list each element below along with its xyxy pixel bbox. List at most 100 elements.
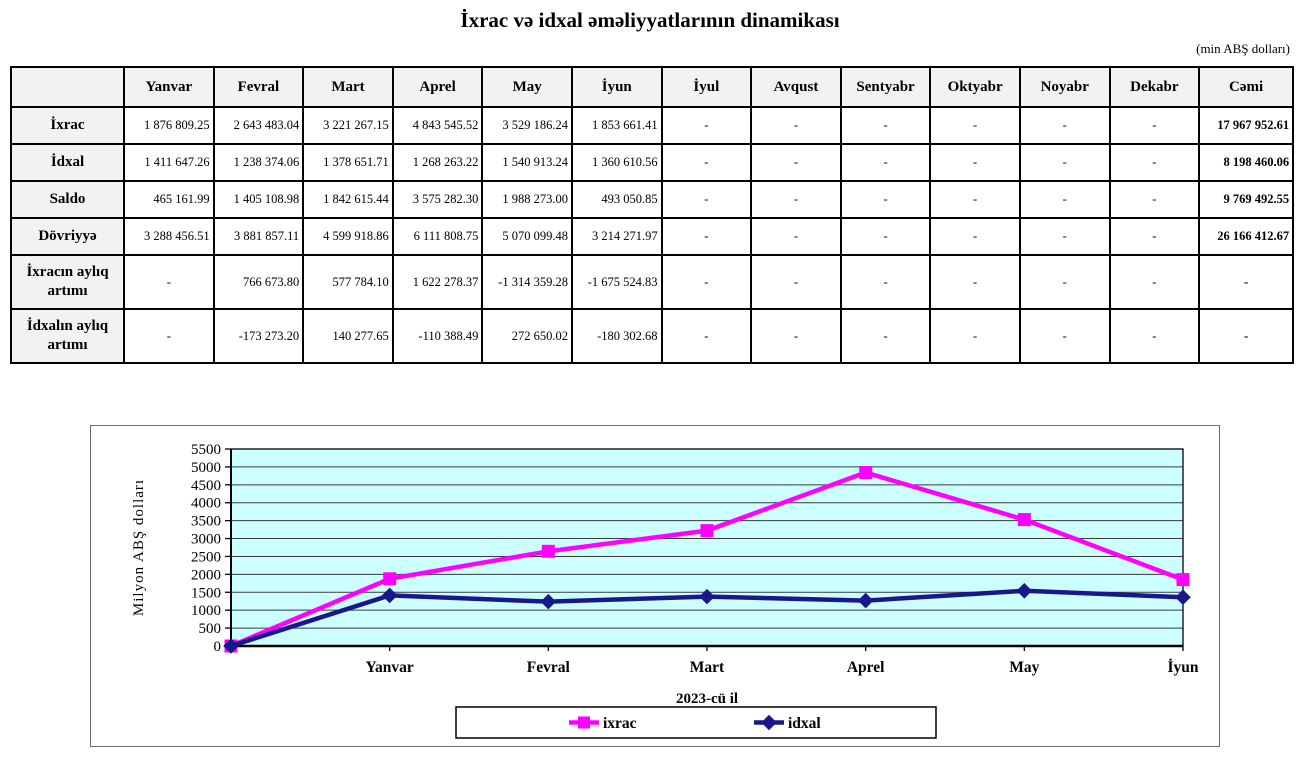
column-header: Avqust — [750, 66, 842, 108]
table-cell: -110 388.49 — [391, 308, 484, 364]
x-tick-label: İyun — [1167, 659, 1198, 676]
table-cell: 1 988 273.00 — [481, 180, 573, 219]
series-marker — [541, 544, 555, 558]
table-cell: - — [1018, 106, 1111, 145]
table-cell: 2 643 483.04 — [212, 106, 305, 145]
table-row: Dövriyyə 3 288 456.51 3 881 857.11 4 599 91… — [10, 217, 1295, 256]
table-cell: - — [123, 254, 215, 310]
row-label: İxracın aylıq artımı — [10, 254, 125, 310]
y-tick-label: 5500 — [191, 442, 221, 458]
table-cell: - — [660, 143, 753, 182]
y-tick-label: 5000 — [191, 460, 221, 476]
table-cell: 3 214 271.97 — [570, 217, 663, 256]
x-tick-label: Fevral — [527, 659, 571, 676]
table-cell: - — [839, 308, 932, 364]
y-tick-label: 4500 — [191, 478, 221, 494]
table-cell: 5 070 099.48 — [481, 217, 573, 256]
table-cell: 1 622 278.37 — [391, 254, 484, 310]
table-cell: - — [929, 217, 1021, 256]
table-row: Saldo 465 161.99 1 405 108.98 1 842 615.44 3… — [10, 180, 1295, 219]
y-tick-label: 500 — [199, 621, 222, 637]
y-tick-label: 3000 — [191, 532, 221, 548]
table-cell: - — [1018, 254, 1111, 310]
table-cell: 3 881 857.11 — [212, 217, 305, 256]
table-cell: - — [929, 254, 1021, 310]
page-title: İxrac və idxal əməliyyatlarının dinamika… — [460, 8, 840, 32]
series-marker — [383, 572, 397, 586]
table-cell: - — [929, 180, 1021, 219]
table-cell: - — [750, 308, 842, 364]
table-cell: 1 238 374.06 — [212, 143, 305, 182]
series-marker — [859, 466, 873, 480]
x-tick-label: May — [1009, 659, 1039, 676]
table-cell: - — [1018, 308, 1111, 364]
line-chart: 0 500 1000 1500 2000 2500 3000 3500 4000 4500 5000… — [90, 425, 1220, 747]
table-cell: - — [750, 180, 842, 219]
series-marker — [700, 524, 714, 538]
y-tick-label: 1000 — [191, 603, 221, 619]
table-cell: 766 673.80 — [212, 254, 305, 310]
table-cell: 1 378 651.71 — [302, 143, 394, 182]
table-header-row: Yanvar Fevral Mart Aprel May İyun İyul Avqust Se… — [10, 66, 1295, 108]
unit-note: (min ABŞ dolları) — [1196, 41, 1290, 56]
legend-label: idxal — [788, 715, 821, 732]
legend-label: ixrac — [603, 715, 637, 732]
table-cell: 1 411 647.26 — [123, 143, 215, 182]
table-cell: 1 540 913.24 — [481, 143, 573, 182]
corner-cell — [10, 66, 125, 108]
x-tick-label: Aprel — [847, 659, 885, 676]
table-cell: - — [1108, 180, 1201, 219]
y-tick-label: 4000 — [191, 496, 221, 512]
table-header: Yanvar Fevral Mart Aprel May İyun İyul Avqust Se… — [10, 66, 1295, 108]
table-cell: 465 161.99 — [123, 180, 215, 219]
table-cell: -180 302.68 — [570, 308, 663, 364]
table-cell: - — [1018, 217, 1111, 256]
series-marker — [578, 716, 590, 729]
table-cell: - — [839, 180, 932, 219]
table-cell: - — [839, 106, 932, 145]
table-cell: - — [839, 217, 932, 256]
row-label: Dövriyyə — [10, 217, 125, 256]
table-cell: - — [929, 308, 1021, 364]
table-row: İxrac 1 876 809.25 2 643 483.04 3 221 267.1… — [10, 106, 1295, 145]
series-marker — [223, 638, 239, 654]
row-label: Saldo — [10, 180, 125, 219]
table-cell: - — [1108, 143, 1201, 182]
table-row: İdxalın aylıq artımı - -173 273.20 140 277.… — [10, 308, 1295, 364]
column-header: Fevral — [212, 66, 305, 108]
table-cell: - — [1018, 180, 1111, 219]
table-cell: 9 769 492.55 — [1198, 180, 1295, 219]
table-cell: 26 166 412.67 — [1198, 217, 1295, 256]
y-tick-label: 0 — [214, 639, 222, 655]
plot-area — [231, 449, 1183, 646]
table-row: İdxal 1 411 647.26 1 238 374.06 1 378 651.7… — [10, 143, 1295, 182]
operations-table: Yanvar Fevral Mart Aprel May İyun İyul Avqust Se… — [10, 66, 1295, 364]
table-cell: 140 277.65 — [302, 308, 394, 364]
table-cell: - — [750, 254, 842, 310]
x-tick-label: Mart — [690, 659, 725, 676]
table-cell: 272 650.02 — [481, 308, 573, 364]
table-cell: - — [123, 308, 215, 364]
table-cell: 3 529 186.24 — [481, 106, 573, 145]
table-cell: - — [660, 106, 753, 145]
column-header: Aprel — [391, 66, 484, 108]
series-marker — [1016, 583, 1033, 599]
table-cell: - — [750, 217, 842, 256]
row-label: İxrac — [10, 106, 125, 145]
y-tick-label: 2500 — [191, 549, 221, 565]
table-cell: 493 050.85 — [570, 180, 663, 219]
column-header: Dekabr — [1108, 66, 1201, 108]
x-axis-title: 2023-cü il — [676, 691, 738, 707]
table-cell: - — [660, 180, 753, 219]
legend-box — [455, 706, 937, 739]
table-cell: - — [660, 254, 753, 310]
column-header: İyun — [570, 66, 663, 108]
table-cell: 577 784.10 — [302, 254, 394, 310]
series-marker — [1176, 573, 1190, 587]
table-cell: -173 273.20 — [212, 308, 305, 364]
table-cell: 17 967 952.61 — [1198, 106, 1295, 145]
table-cell: 1 405 108.98 — [212, 180, 305, 219]
table-cell: - — [929, 143, 1021, 182]
column-header: Cəmi — [1198, 66, 1295, 108]
